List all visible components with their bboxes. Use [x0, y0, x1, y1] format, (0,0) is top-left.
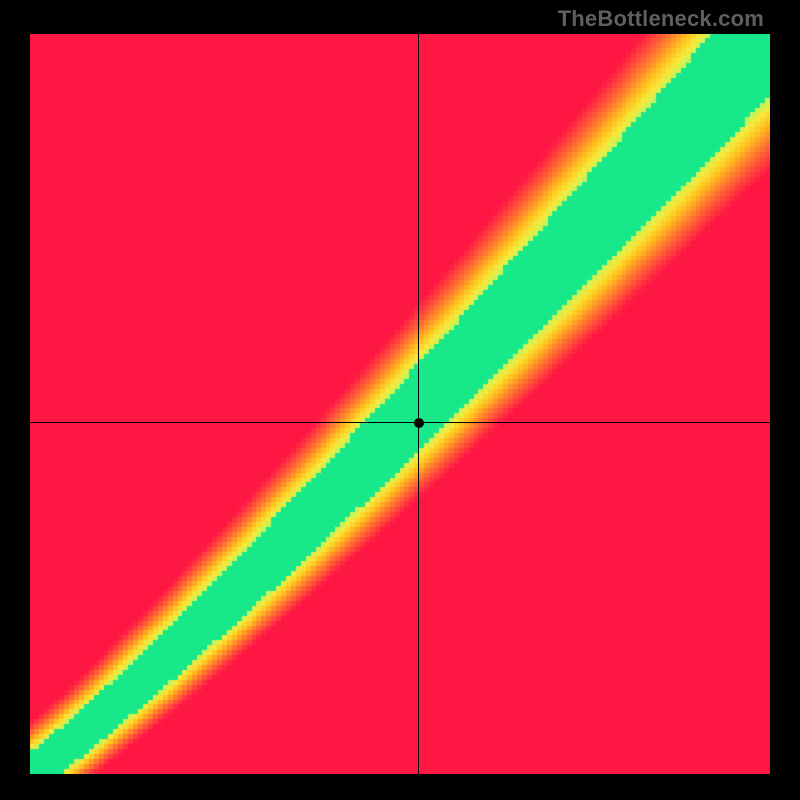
heatmap-canvas [30, 34, 770, 774]
watermark-text: TheBottleneck.com [558, 6, 764, 32]
crosshair-marker [414, 418, 424, 428]
heatmap-plot [30, 34, 770, 774]
crosshair-horizontal [30, 422, 770, 423]
crosshair-vertical [418, 34, 419, 774]
